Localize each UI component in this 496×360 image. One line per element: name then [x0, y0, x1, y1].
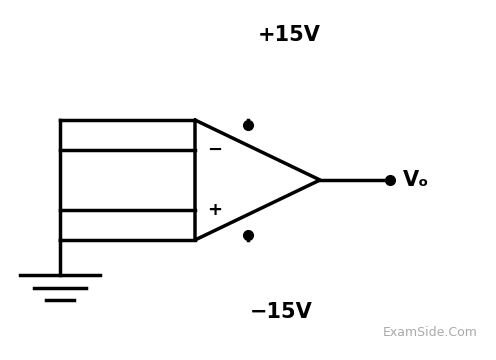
Text: Vₒ: Vₒ — [403, 170, 429, 190]
Text: −: − — [207, 141, 223, 159]
Text: −15V: −15V — [250, 302, 313, 322]
Text: +15V: +15V — [258, 25, 321, 45]
Text: +: + — [207, 201, 223, 219]
Text: ExamSide.Com: ExamSide.Com — [382, 325, 478, 338]
